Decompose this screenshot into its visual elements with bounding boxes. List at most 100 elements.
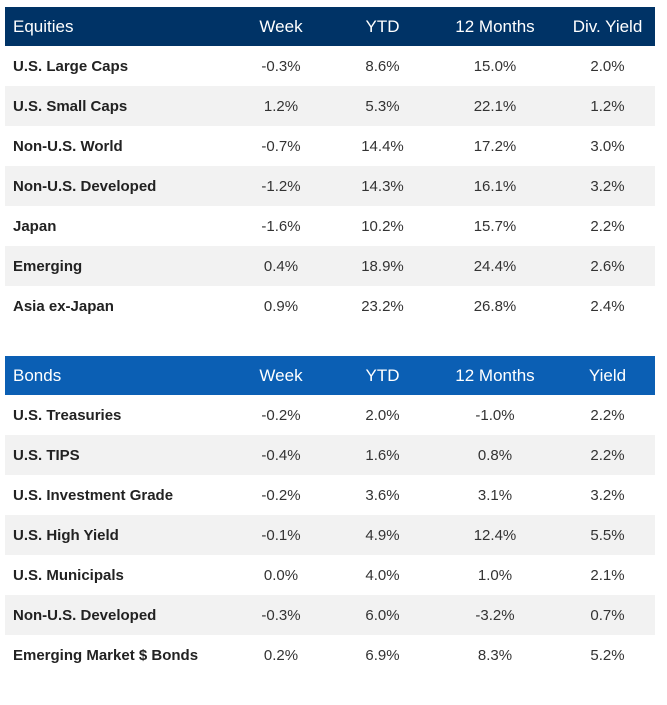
cell-yield: 3.2% <box>590 486 625 504</box>
cell-ytd: 4.0% <box>365 566 400 584</box>
cell-12-months: 26.8% <box>473 297 517 315</box>
cell-week: -0.2% <box>261 406 301 424</box>
cell-ytd: 1.6% <box>365 446 400 464</box>
table-row: Japan -1.6% 10.2% 15.7% 2.2% <box>5 206 655 246</box>
cell-week: -0.4% <box>261 446 301 464</box>
table-row: U.S. Small Caps 1.2% 5.3% 22.1% 1.2% <box>5 86 655 126</box>
equities-table: Equities Week YTD 12 Months Div. Yield U… <box>5 7 655 326</box>
cell-ytd: 8.6% <box>365 57 400 75</box>
row-label: Emerging Market $ Bonds <box>13 646 199 664</box>
cell-yield: 5.2% <box>590 646 625 664</box>
cell-12-months: 15.0% <box>473 57 517 75</box>
table-row: Non-U.S. World -0.7% 14.4% 17.2% 3.0% <box>5 126 655 166</box>
table-row: U.S. Large Caps -0.3% 8.6% 15.0% 2.0% <box>5 46 655 86</box>
cell-ytd: 4.9% <box>365 526 400 544</box>
table-row: U.S. Municipals 0.0% 4.0% 1.0% 2.1% <box>5 555 655 595</box>
row-label: U.S. Municipals <box>13 566 124 584</box>
equities-header-week: Week <box>259 16 303 36</box>
equities-header-category: Equities <box>13 16 74 36</box>
cell-yield: 3.2% <box>590 177 625 195</box>
row-label: Japan <box>13 217 57 235</box>
table-row: Emerging 0.4% 18.9% 24.4% 2.6% <box>5 246 655 286</box>
equities-body: U.S. Large Caps -0.3% 8.6% 15.0% 2.0% U.S. Sm… <box>5 46 655 326</box>
cell-yield: 2.4% <box>590 297 625 315</box>
cell-yield: 0.7% <box>590 606 625 624</box>
cell-yield: 2.1% <box>590 566 625 584</box>
cell-ytd: 3.6% <box>365 486 400 504</box>
cell-12-months: 22.1% <box>473 97 517 115</box>
row-label: Asia ex-Japan <box>13 297 114 315</box>
cell-12-months: 8.3% <box>477 646 513 664</box>
row-label: U.S. TIPS <box>13 446 80 464</box>
cell-yield: 2.0% <box>590 57 625 75</box>
cell-12-months: -3.2% <box>475 606 515 624</box>
cell-week: -0.7% <box>261 137 301 155</box>
row-label: Non-U.S. Developed <box>13 177 157 195</box>
table-row: Asia ex-Japan 0.9% 23.2% 26.8% 2.4% <box>5 286 655 326</box>
cell-ytd: 23.2% <box>361 297 404 315</box>
bonds-header-12-months: 12 Months <box>455 365 535 385</box>
row-label: U.S. Treasuries <box>13 406 122 424</box>
cell-12-months: 1.0% <box>477 566 513 584</box>
cell-week: -1.2% <box>261 177 301 195</box>
row-label: Non-U.S. Developed <box>13 606 157 624</box>
cell-yield: 1.2% <box>590 97 625 115</box>
cell-ytd: 5.3% <box>365 97 400 115</box>
cell-12-months: 16.1% <box>473 177 517 195</box>
table-row: Non-U.S. Developed -1.2% 14.3% 16.1% 3.2% <box>5 166 655 206</box>
cell-ytd: 6.9% <box>365 646 400 664</box>
bonds-header-week: Week <box>259 365 303 385</box>
cell-week: -0.2% <box>261 486 301 504</box>
bonds-header-yield: Yield <box>588 365 627 385</box>
cell-yield: 2.2% <box>590 217 625 235</box>
equities-header-row: Equities Week YTD 12 Months Div. Yield <box>5 7 655 46</box>
cell-yield: 2.2% <box>590 446 625 464</box>
cell-ytd: 10.2% <box>361 217 404 235</box>
cell-12-months: 24.4% <box>473 257 517 275</box>
row-label: U.S. Investment Grade <box>13 486 174 504</box>
cell-ytd: 14.3% <box>361 177 404 195</box>
bonds-body: U.S. Treasuries -0.2% 2.0% -1.0% 2.2% U.S. TI… <box>5 395 655 675</box>
cell-12-months: 17.2% <box>473 137 517 155</box>
cell-12-months: 3.1% <box>477 486 513 504</box>
cell-week: -0.3% <box>261 606 301 624</box>
cell-12-months: -1.0% <box>475 406 515 424</box>
cell-yield: 2.6% <box>590 257 625 275</box>
row-label: U.S. Large Caps <box>13 57 129 75</box>
cell-week: 0.9% <box>263 297 299 315</box>
cell-week: -0.1% <box>261 526 301 544</box>
cell-week: -0.3% <box>261 57 301 75</box>
table-row: Emerging Market $ Bonds 0.2% 6.9% 8.3% 5.2% <box>5 635 655 675</box>
cell-yield: 5.5% <box>590 526 625 544</box>
cell-week: 0.2% <box>263 646 299 664</box>
equities-header-12-months: 12 Months <box>455 16 535 36</box>
table-row: U.S. Treasuries -0.2% 2.0% -1.0% 2.2% <box>5 395 655 435</box>
bonds-table: Bonds Week YTD 12 Months Yield U.S. Trea… <box>5 356 655 675</box>
row-label: Emerging <box>13 257 83 275</box>
table-row: U.S. High Yield -0.1% 4.9% 12.4% 5.5% <box>5 515 655 555</box>
table-row: U.S. TIPS -0.4% 1.6% 0.8% 2.2% <box>5 435 655 475</box>
bonds-header-ytd: YTD <box>365 365 400 385</box>
row-label: U.S. Small Caps <box>13 97 128 115</box>
equities-header-ytd: YTD <box>365 16 400 36</box>
cell-week: -1.6% <box>261 217 301 235</box>
bonds-header-row: Bonds Week YTD 12 Months Yield <box>5 356 655 395</box>
cell-12-months: 15.7% <box>473 217 517 235</box>
cell-week: 0.0% <box>263 566 299 584</box>
table-row: U.S. Investment Grade -0.2% 3.6% 3.1% 3.2% <box>5 475 655 515</box>
bonds-header-category: Bonds <box>13 365 62 385</box>
cell-yield: 2.2% <box>590 406 625 424</box>
cell-week: 0.4% <box>263 257 299 275</box>
equities-header-div-yield: Div. Yield <box>572 16 643 36</box>
cell-12-months: 12.4% <box>473 526 517 544</box>
cell-yield: 3.0% <box>590 137 625 155</box>
table-row: Non-U.S. Developed -0.3% 6.0% -3.2% 0.7% <box>5 595 655 635</box>
cell-12-months: 0.8% <box>477 446 513 464</box>
cell-ytd: 6.0% <box>365 606 400 624</box>
cell-ytd: 14.4% <box>361 137 404 155</box>
cell-ytd: 2.0% <box>365 406 400 424</box>
row-label: Non-U.S. World <box>13 137 123 155</box>
cell-week: 1.2% <box>263 97 299 115</box>
cell-ytd: 18.9% <box>361 257 404 275</box>
row-label: U.S. High Yield <box>13 526 119 544</box>
